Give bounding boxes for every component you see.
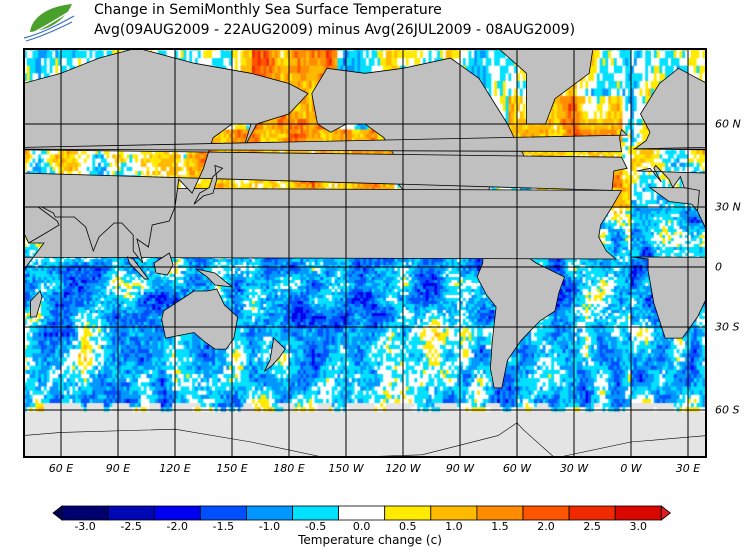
land-eurasia: [23, 48, 628, 264]
map-overlay: [23, 48, 707, 458]
lon-label: 0 W: [620, 462, 642, 475]
land-sumatra: [126, 256, 150, 280]
land-australia: [161, 288, 239, 350]
graticule: [23, 48, 707, 458]
lon-label: 150 W: [328, 462, 364, 475]
land-antarctica: [23, 422, 632, 458]
colorbar-swatch: [614, 505, 662, 521]
colorbar-label: 1.0: [445, 520, 463, 533]
colorbar-label: 2.0: [537, 520, 555, 533]
logo-leaf-icon: [23, 4, 75, 42]
colorbar-label: -2.0: [166, 520, 188, 533]
lon-label: 120 E: [159, 462, 191, 475]
colorbar: [52, 505, 671, 521]
lon-label: 150 E: [216, 462, 248, 475]
colorbar-swatch: [384, 505, 432, 521]
lat-label: 0: [715, 260, 722, 274]
colorbar-label: -1.5: [212, 520, 235, 533]
land-new-guinea: [195, 268, 234, 288]
colorbar-label: 0.5: [399, 520, 417, 533]
land-greenland: [497, 48, 594, 125]
lon-label: 120 W: [385, 462, 421, 475]
colorbar-label: 3.0: [629, 520, 648, 533]
colorbar-swatch: [522, 505, 570, 521]
colorbar-label: -2.5: [120, 520, 142, 533]
colorbar-swatch: [430, 505, 478, 521]
lat-label: 60 N: [715, 117, 741, 131]
colorbar-under-triangle: [52, 505, 63, 521]
land-antarctica: [630, 435, 707, 458]
lon-label: 90 W: [445, 462, 475, 475]
colorbar-label: -3.0: [74, 520, 96, 533]
lat-label: 30 S: [715, 320, 740, 334]
colorbar-label: -0.5: [304, 520, 327, 533]
colorbar-swatch: [153, 505, 201, 521]
lon-label: 30 E: [675, 462, 701, 475]
lat-label: 30 N: [715, 200, 741, 214]
land-eurasia: [633, 67, 707, 232]
land-borneo: [153, 252, 174, 276]
chart-subtitle: Avg(09AUG2009 - 22AUG2009) minus Avg(26J…: [94, 22, 576, 38]
colorbar-swatch: [61, 505, 109, 521]
colorbar-swatch: [568, 505, 616, 521]
sst-anomaly-map: [23, 48, 707, 458]
land-new-zealand: [263, 337, 286, 372]
land-madagascar: [30, 290, 43, 318]
colorbar-label: 0.0: [352, 520, 371, 533]
lon-label: 60 W: [502, 462, 532, 475]
colorbar-label: -1.0: [258, 520, 281, 533]
colorbar-swatch: [107, 505, 155, 521]
chart-title: Change in SemiMonthly Sea Surface Temper…: [94, 2, 442, 18]
lon-label: 60 E: [48, 462, 74, 475]
map-frame: [23, 48, 707, 458]
colorbar-over-triangle: [660, 505, 671, 521]
land-masses: [23, 48, 707, 458]
land-africa: [23, 187, 623, 298]
lat-label: 60 S: [715, 403, 740, 417]
lon-label: 180 E: [273, 462, 305, 475]
colorbar-swatch: [338, 505, 386, 521]
colorbar-swatch: [476, 505, 524, 521]
colorbar-label: 2.5: [583, 520, 601, 533]
colorbar-swatch: [199, 505, 247, 521]
colorbar-label: 1.5: [491, 520, 509, 533]
colorbar-swatch: [245, 505, 293, 521]
land-africa: [630, 187, 707, 339]
colorbar-swatch: [292, 505, 339, 521]
colorbar-title: Temperature change (c): [298, 533, 442, 547]
land-south-america: [476, 242, 565, 389]
lon-label: 90 E: [105, 462, 131, 475]
land-japan: [193, 164, 224, 205]
lon-label: 30 W: [559, 462, 589, 475]
